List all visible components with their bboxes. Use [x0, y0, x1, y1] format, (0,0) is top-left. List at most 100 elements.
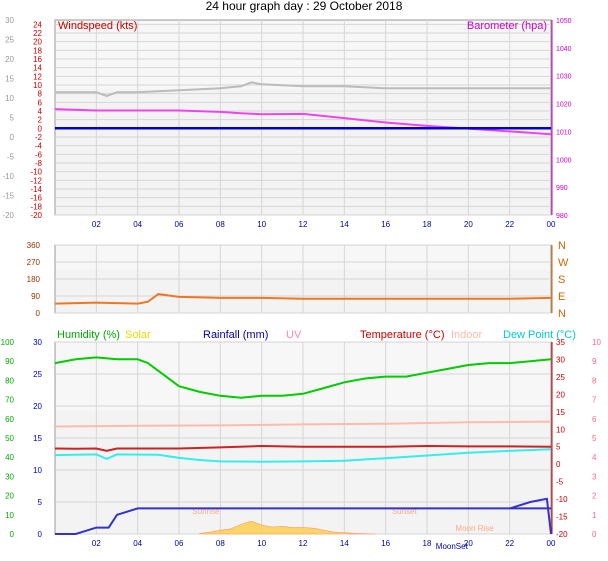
tick-label: -2: [35, 133, 43, 142]
tick-label: 30: [556, 355, 565, 364]
tick-label: 30: [33, 338, 42, 347]
tick-label: 14: [33, 64, 42, 73]
tick-label: 90: [31, 292, 40, 301]
series-line: [54, 420, 552, 428]
tick-label: 9: [592, 357, 597, 366]
tick-label: 25: [5, 36, 14, 45]
tick-label: 6: [592, 415, 597, 424]
x-tick-label: 14: [340, 220, 349, 229]
tick-label: -15: [2, 192, 14, 201]
tick-label: 20: [33, 402, 42, 411]
tick-label: 0: [38, 124, 43, 133]
x-tick-label: 10: [257, 220, 266, 229]
tick-label: -10: [30, 168, 42, 177]
x-tick-label: 18: [423, 539, 432, 548]
tick-label: 15: [556, 408, 565, 417]
compass-label: W: [558, 257, 569, 269]
tick-label: 25: [556, 373, 565, 382]
series-line: [509, 497, 552, 535]
right-axis-title: Barometer (hpa): [467, 20, 547, 32]
legend-entry: Rainfall (mm): [203, 329, 268, 341]
tick-label: 90: [5, 357, 14, 366]
tick-label: 1030: [556, 74, 572, 81]
tick-label: 2: [38, 116, 43, 125]
x-tick-label: 18: [423, 220, 432, 229]
annotation-sunset: Sunset: [392, 507, 418, 516]
tick-label: 20: [5, 55, 14, 64]
tick-label: 10: [5, 511, 14, 520]
tick-label: -20: [30, 211, 42, 220]
tick-label: 980: [556, 213, 568, 220]
legend-entry: Temperature (°C): [360, 329, 444, 341]
x-tick-label: 06: [175, 220, 184, 229]
tick-label: -14: [30, 185, 42, 194]
tick-label: 1: [592, 511, 597, 520]
tick-label: 50: [5, 434, 14, 443]
compass-label: N: [558, 308, 566, 320]
compass-label: S: [558, 274, 565, 286]
x-tick-label: 12: [299, 220, 308, 229]
x-tick-label: 20: [464, 220, 473, 229]
graph-title: 24 hour graph day : 29 October 2018: [205, 0, 403, 13]
series-line: [54, 293, 552, 305]
tick-label: 0: [38, 530, 43, 539]
tick-label: 5: [38, 498, 43, 507]
tick-label: 20: [33, 38, 42, 47]
tick-label: 25: [33, 370, 42, 379]
legend-entry: Solar: [125, 329, 151, 341]
tick-label: 270: [27, 258, 41, 267]
annotation-moonset: MoonSet: [436, 542, 469, 551]
tick-label: 24: [33, 20, 42, 29]
x-tick-label: 22: [505, 539, 514, 548]
tick-label: 10: [5, 94, 14, 103]
tick-label: 30: [5, 16, 14, 25]
tick-label: 10: [33, 81, 42, 90]
tick-label: -20: [2, 211, 14, 220]
tick-label: 0: [10, 530, 15, 539]
legend-entry: Dew Point (°C): [503, 329, 576, 341]
tick-label: 10: [592, 338, 601, 347]
tick-label: 4: [592, 453, 597, 462]
tick-label: 30: [5, 472, 14, 481]
x-tick-label: 14: [340, 539, 349, 548]
tick-label: 990: [556, 185, 568, 192]
tick-label: 35: [556, 338, 565, 347]
x-tick-label: 02: [92, 539, 101, 548]
tick-label: 5: [10, 114, 15, 123]
tick-label: -8: [35, 159, 43, 168]
tick-label: 0: [592, 530, 597, 539]
tick-label: 1000: [556, 157, 572, 164]
tick-label: 70: [5, 396, 14, 405]
tick-label: 1010: [556, 129, 572, 136]
tick-label: 5: [556, 443, 561, 452]
annotation-sunrise: Sunrise: [192, 507, 220, 516]
tick-label: -5: [556, 478, 564, 487]
tick-label: -12: [30, 176, 42, 185]
tick-label: -18: [30, 202, 42, 211]
tick-label: 7: [592, 396, 597, 405]
x-tick-label: 16: [381, 539, 390, 548]
x-tick-label: 16: [381, 220, 390, 229]
legend-entry: UV: [286, 329, 302, 341]
x-tick-label: 04: [133, 539, 142, 548]
x-tick-label: 08: [216, 220, 225, 229]
x-tick-label: 00: [547, 539, 556, 548]
tick-label: -4: [35, 142, 43, 151]
compass-label: N: [558, 240, 566, 252]
x-tick-label: 22: [505, 220, 514, 229]
tick-label: -16: [30, 194, 42, 203]
tick-label: 8: [38, 90, 43, 99]
tick-label: 5: [592, 434, 597, 443]
series-line: [54, 444, 552, 452]
tick-label: 2: [592, 492, 597, 501]
tick-label: 15: [33, 434, 42, 443]
tick-label: 180: [27, 275, 41, 284]
tick-label: 20: [556, 390, 565, 399]
tick-label: 360: [27, 241, 41, 250]
annotation-moon-rise: Moon Rise: [455, 524, 494, 533]
tick-label: 40: [5, 453, 14, 462]
tick-label: -5: [7, 153, 15, 162]
tick-label: 1040: [556, 46, 572, 53]
